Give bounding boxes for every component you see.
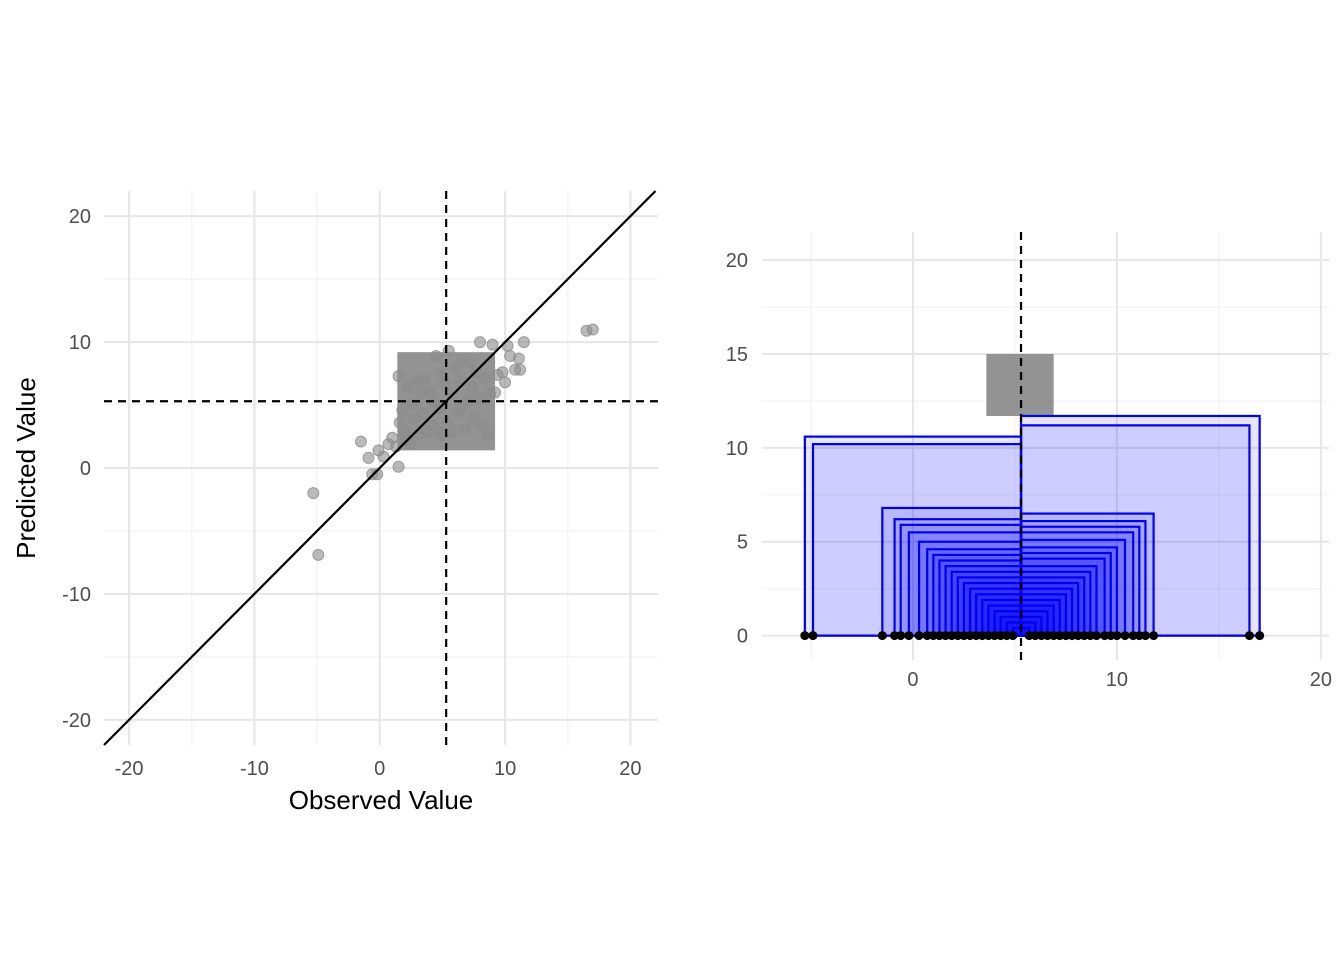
data-point (463, 356, 476, 369)
data-point (426, 419, 439, 432)
data-point (408, 412, 421, 425)
identity-line (103, 190, 657, 746)
data-point (392, 370, 405, 383)
x-tick-label: 20 (619, 758, 641, 780)
data-point (354, 435, 367, 448)
interval-rectangle (926, 548, 1023, 637)
data-point (458, 422, 471, 435)
right-baseline-dots (800, 631, 1265, 641)
y-tick-label: 20 (726, 250, 748, 272)
data-point (418, 372, 431, 385)
interval-rectangle (1019, 581, 1080, 637)
x-tick-label: -10 (240, 758, 269, 780)
x-tick-label: 0 (907, 669, 918, 691)
baseline-dot (896, 631, 906, 641)
data-point (479, 372, 492, 385)
y-tick-label: 15 (726, 344, 748, 366)
data-point (377, 450, 390, 463)
data-point (400, 433, 413, 446)
data-point (435, 426, 448, 439)
baseline-dot (808, 631, 818, 641)
left-tick-labels: -20 -10 0 10 20 -20 -10 0 10 20 (62, 206, 641, 780)
data-point (514, 363, 527, 376)
x-tick-label: 0 (374, 758, 385, 780)
interval-rectangle (1019, 546, 1118, 637)
x-tick-label: 10 (494, 758, 516, 780)
right-rectangles (803, 414, 1261, 637)
x-tick-label: 20 (1310, 669, 1332, 691)
data-point (393, 416, 406, 429)
data-point (496, 366, 509, 379)
data-point (486, 338, 499, 351)
x-tick-label: -20 (115, 758, 144, 780)
data-point (467, 412, 480, 425)
left-grid (104, 191, 658, 745)
y-tick-label: -20 (62, 710, 91, 732)
data-point (442, 344, 455, 357)
interval-rectangle (811, 443, 1023, 637)
data-point (472, 391, 485, 404)
left-panel-scatter: -20 -10 0 10 20 -20 -10 0 10 20 Observed Value Pr… (11, 190, 658, 815)
data-point (489, 386, 502, 399)
data-point (586, 323, 599, 336)
baseline-dot (904, 631, 914, 641)
y-tick-label: -10 (62, 584, 91, 606)
y-tick-label: 20 (69, 206, 91, 228)
data-point (461, 394, 474, 407)
data-point (423, 385, 436, 398)
x-axis-title: Observed Value (289, 785, 474, 815)
data-point (312, 548, 325, 561)
baseline-dot (1255, 631, 1265, 641)
right-panel-rectangles: 0 10 20 0 5 10 15 20 (726, 232, 1332, 691)
data-point (446, 425, 459, 438)
baseline-dot (1112, 631, 1122, 641)
data-point (392, 460, 405, 473)
data-point (481, 429, 494, 442)
data-point (455, 402, 468, 415)
x-tick-label: 10 (1106, 669, 1128, 691)
left-reference-lines (103, 190, 658, 746)
y-tick-label: 0 (80, 458, 91, 480)
baseline-dot (1244, 631, 1254, 641)
baseline-dot (1149, 631, 1159, 641)
data-point (441, 416, 454, 429)
baseline-dot (877, 631, 887, 641)
data-point (474, 336, 487, 349)
data-point (401, 381, 414, 394)
y-tick-label: 0 (737, 626, 748, 648)
right-tick-labels: 0 10 20 0 5 10 15 20 (726, 250, 1332, 691)
data-point (406, 397, 419, 410)
baseline-dot (1091, 631, 1101, 641)
data-point (396, 404, 409, 417)
baseline-dot (1120, 631, 1130, 641)
interval-rectangle (962, 581, 1023, 637)
baseline-dot (1140, 631, 1150, 641)
baseline-dot (1008, 631, 1018, 641)
data-point (466, 381, 479, 394)
data-point (517, 336, 530, 349)
data-point (512, 352, 525, 365)
data-point (307, 487, 320, 500)
data-point (430, 349, 443, 362)
y-axis-title: Predicted Value (11, 377, 41, 559)
data-point (476, 419, 489, 432)
baseline-dot (800, 631, 810, 641)
left-points (307, 323, 599, 561)
data-point (438, 378, 451, 391)
data-point (435, 368, 448, 381)
baseline-dot (914, 631, 924, 641)
y-tick-label: 10 (726, 438, 748, 460)
y-tick-label: 10 (69, 332, 91, 354)
interval-rectangle (803, 435, 1023, 637)
data-point (499, 376, 512, 389)
data-point (448, 362, 461, 375)
data-point (371, 468, 384, 481)
data-point (417, 407, 430, 420)
y-tick-label: 5 (737, 532, 748, 554)
data-point (362, 451, 375, 464)
